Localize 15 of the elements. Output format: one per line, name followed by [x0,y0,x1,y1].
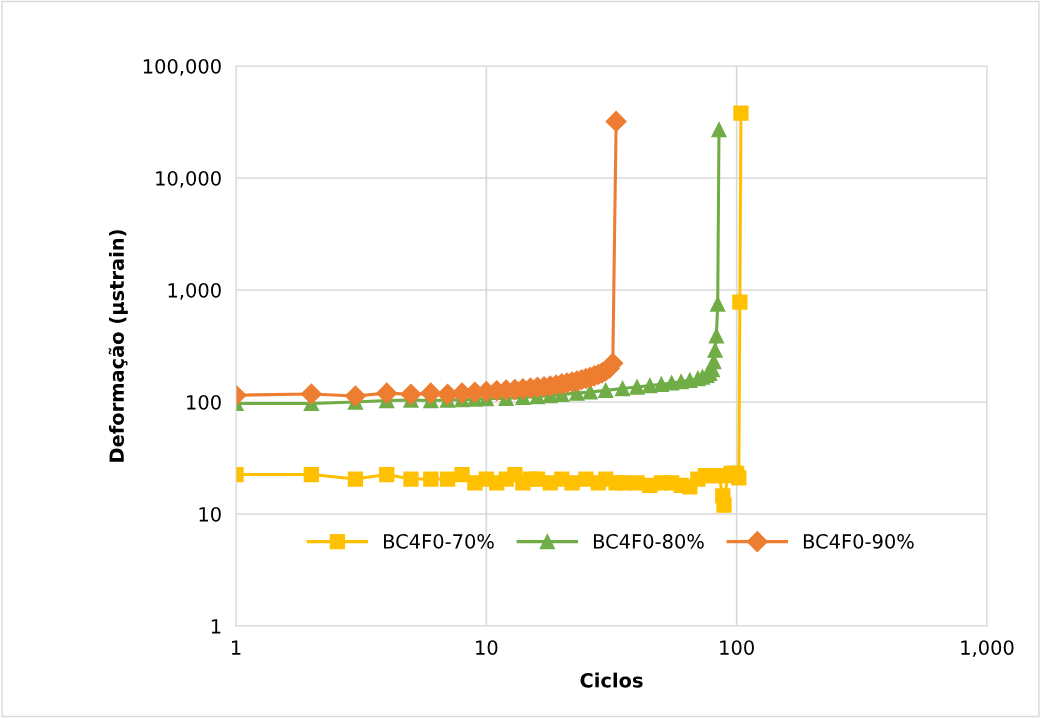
x-tick-label: 1,000 [961,640,1014,657]
x-tick-label: 100 [720,640,754,655]
y-tick-label: 100,000 [143,58,221,76]
y-tick-label: 100 [187,394,221,410]
legend-label: BC4F0-70% [384,534,494,549]
legend-label: BC4F0-80% [593,534,704,549]
y-tick-label: 1 [211,619,221,634]
x-axis-title: Ciclos [580,672,643,688]
y-axis-title: Deformação (µstrain) [108,230,128,462]
x-tick-label: 1 [231,640,241,655]
x-tick-label: 10 [476,640,498,655]
y-tick-label: 10,000 [156,170,221,188]
y-tick-label: 10 [199,506,221,522]
y-tick-label: 1,000 [168,282,221,300]
legend-label: BC4F0-90% [803,534,914,549]
